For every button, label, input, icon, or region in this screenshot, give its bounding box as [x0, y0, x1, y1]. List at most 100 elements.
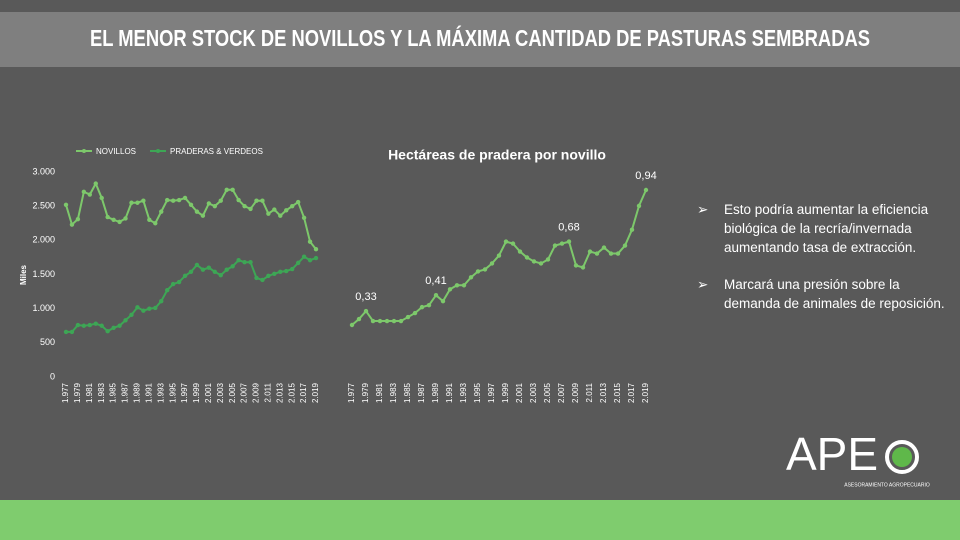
data-point — [87, 192, 93, 197]
x-tick-label: 1.979 — [361, 382, 370, 403]
data-point — [129, 312, 134, 318]
data-point — [301, 254, 307, 259]
x-tick-label: 1.997 — [487, 382, 496, 403]
data-label: 0,33 — [355, 291, 376, 303]
x-tick-label: 1.985 — [403, 382, 412, 403]
data-point — [307, 239, 313, 244]
data-point — [384, 318, 390, 324]
data-point — [69, 329, 75, 335]
y-tick-label: 2.500 — [32, 201, 55, 211]
data-point — [254, 198, 259, 203]
data-point — [594, 251, 600, 256]
data-point — [475, 269, 481, 274]
data-point — [524, 255, 530, 260]
data-point — [206, 201, 212, 206]
data-point — [218, 198, 223, 203]
data-label: 0,68 — [558, 222, 579, 234]
data-point — [284, 268, 289, 274]
data-line — [66, 255, 317, 333]
title-bar — [0, 12, 960, 67]
y-axis-label: Miles — [19, 264, 28, 285]
data-point — [643, 187, 649, 193]
data-point — [81, 189, 87, 195]
x-tick-label: 2.003 — [529, 382, 538, 403]
y-tick-label: 2.000 — [32, 235, 55, 245]
data-point — [141, 198, 146, 203]
data-point — [254, 275, 259, 281]
x-tick-label: 2.013 — [275, 382, 284, 403]
data-point — [147, 217, 152, 223]
data-point — [489, 261, 495, 266]
data-point — [278, 213, 283, 218]
y-tick-label: 1.500 — [32, 269, 55, 279]
data-label: 0,94 — [635, 170, 656, 182]
data-point — [468, 275, 474, 280]
data-point — [531, 259, 537, 264]
legend-marker — [82, 149, 86, 153]
x-tick-label: 1.999 — [192, 382, 201, 403]
x-tick-label: 2.017 — [299, 382, 308, 403]
data-point — [153, 305, 158, 311]
data-point — [194, 262, 200, 268]
data-point — [164, 288, 170, 293]
data-point — [363, 308, 369, 314]
data-point — [206, 265, 212, 270]
data-point — [99, 195, 104, 201]
y-tick-label: 1.000 — [32, 303, 55, 313]
y-tick-label: 3.000 — [32, 166, 55, 176]
data-point — [200, 267, 206, 272]
data-point — [266, 273, 271, 279]
x-tick-label: 2.005 — [543, 382, 552, 403]
data-point — [608, 251, 614, 256]
data-point — [188, 202, 194, 207]
x-tick-label: 1.983 — [97, 382, 106, 403]
data-point — [503, 239, 509, 244]
data-point — [370, 318, 376, 324]
data-point — [289, 266, 295, 272]
x-tick-label: 2.001 — [204, 382, 213, 403]
data-point — [377, 318, 383, 324]
data-point — [63, 202, 69, 207]
data-point — [242, 260, 247, 265]
data-point — [538, 261, 544, 266]
logo-icon — [885, 440, 919, 474]
legend-label: NOVILLOS — [96, 147, 136, 156]
data-point — [141, 308, 146, 313]
data-point — [99, 323, 104, 328]
data-point — [260, 198, 265, 203]
data-point — [419, 304, 425, 310]
data-point — [295, 199, 301, 205]
data-point — [629, 227, 635, 232]
data-point — [545, 257, 551, 262]
data-point — [552, 243, 558, 248]
y-tick-label: 500 — [40, 337, 55, 347]
x-tick-label: 1.995 — [168, 382, 177, 403]
x-tick-label: 2.009 — [252, 382, 261, 403]
data-point — [517, 249, 523, 254]
x-tick-label: 1.991 — [445, 382, 454, 403]
x-tick-label: 1.987 — [417, 382, 426, 403]
data-point — [248, 260, 253, 265]
data-point — [230, 264, 235, 269]
data-point — [447, 287, 453, 292]
data-point — [123, 216, 128, 221]
x-tick-label: 2.015 — [613, 382, 622, 403]
data-point — [461, 283, 467, 288]
data-point — [224, 267, 229, 272]
data-point — [356, 316, 362, 322]
data-point — [636, 203, 642, 209]
data-point — [248, 206, 253, 212]
x-tick-label: 2.013 — [599, 382, 608, 403]
data-point — [260, 277, 265, 283]
data-point — [580, 265, 586, 270]
data-point — [75, 216, 81, 222]
data-point — [182, 195, 188, 201]
data-point — [170, 198, 176, 203]
data-point — [153, 221, 158, 226]
data-point — [587, 249, 593, 254]
data-point — [135, 200, 140, 205]
x-tick-label: 1.979 — [73, 382, 82, 403]
data-point — [454, 283, 460, 288]
data-point — [93, 181, 98, 186]
